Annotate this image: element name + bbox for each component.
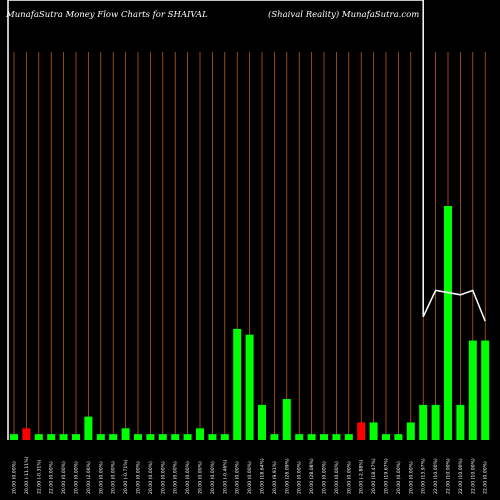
bar: [134, 434, 142, 440]
x-tick-label: 22.00 (-0.31%): [36, 459, 42, 494]
x-tick-label: 20.00 (0.00%): [74, 461, 80, 494]
x-tick-label: 20.00 (0.00%): [98, 461, 104, 494]
x-tick-label: 20.00 (-2.88%): [359, 459, 365, 494]
bar: [22, 428, 31, 440]
bar: [468, 340, 477, 440]
x-tick-label: 20.00 (19.67%): [384, 458, 390, 494]
x-tick-label: 20.00 (18.47%): [371, 458, 377, 494]
bar: [320, 434, 328, 440]
x-tick-label: 20.00 (0.00%): [408, 461, 414, 494]
bar: [245, 334, 254, 440]
x-tick-label: 20.00 (0.00%): [322, 461, 328, 494]
price-line: [7, 0, 486, 440]
bar: [109, 434, 118, 440]
bar: [171, 434, 180, 440]
x-tick-label: 20.00 (18.64%): [260, 458, 266, 494]
x-tick-label: 20.00 (9.91%): [272, 461, 278, 494]
bar: [84, 416, 93, 440]
grid-lines: [13, 52, 486, 440]
bar: [270, 434, 279, 440]
x-tick-label: 22.00 (0.00%): [49, 461, 55, 494]
x-tick-label: 22.00 (10.00%): [470, 458, 476, 494]
x-tick-label: 22.00 (10.00%): [433, 458, 439, 494]
bar: [258, 404, 266, 440]
bar: [96, 434, 105, 440]
bar: [220, 434, 229, 440]
x-tick-label: 20.00 (28.08%): [309, 458, 315, 494]
bar: [10, 434, 18, 440]
x-tick-label: 20.00 (0.00%): [247, 461, 253, 494]
x-tick-label: 20.00 (0.00%): [61, 461, 67, 494]
bar: [406, 422, 415, 440]
bar: [444, 206, 452, 440]
x-tick-label: 22.00 (10.00%): [458, 458, 464, 494]
bar: [419, 404, 428, 440]
x-tick-label: 22.00 (0.00%): [483, 461, 489, 494]
x-tick-label: 22.00 (10.00%): [446, 458, 452, 494]
x-tick-label: 20.00 (26.09%): [284, 458, 290, 494]
x-tick-label: 20.00 (-11.11%): [24, 456, 30, 494]
x-tick-label: 20.00 (0.00%): [396, 461, 402, 494]
bar: [59, 434, 68, 440]
bar: [481, 340, 490, 440]
bar: [72, 434, 80, 440]
x-tick-label: 20.00 (0.00%): [235, 461, 241, 494]
x-tick-label: 20.00 (-0.46%): [222, 459, 228, 494]
bar: [158, 434, 167, 440]
chart-title: MunafaSutra Money Flow Charts for SHAIVA…: [6, 10, 208, 20]
x-tick-label: 20.00 (0.00%): [12, 461, 18, 494]
x-tick-label: 20.00 (0.00%): [297, 461, 303, 494]
bar: [369, 422, 378, 440]
bar: [208, 434, 217, 440]
x-tick-label: 20.00 (0.00%): [173, 461, 179, 494]
bar: [47, 434, 56, 440]
x-tick-label: 20.00 (0.00%): [198, 461, 204, 494]
bar: [344, 434, 353, 440]
x-tick-label: 20.00 (-0.71%): [123, 459, 129, 494]
bar: [394, 434, 403, 440]
bar: [282, 399, 291, 440]
bar: [295, 434, 304, 440]
x-tick-label: 20.00 (2.06%): [86, 461, 92, 494]
x-tick-label: 20.00 (13.97%): [421, 458, 427, 494]
bar: [183, 434, 192, 440]
bar: [357, 422, 366, 440]
x-tick-label: 20.00 (0.00%): [346, 461, 352, 494]
x-tick-label: 20.00 (0.00%): [185, 461, 191, 494]
x-tick-label: 20.00 (0.00%): [136, 461, 142, 494]
bars: [10, 206, 490, 440]
x-tick-label: 20.00 (0.00%): [334, 461, 340, 494]
x-tick-label: 20.00 (0.00%): [210, 461, 216, 494]
bar: [332, 434, 341, 440]
bar: [34, 434, 43, 440]
bar: [307, 434, 316, 440]
x-tick-label: 20.00 (0.00%): [148, 461, 154, 494]
bar: [121, 428, 130, 440]
bar: [146, 434, 155, 440]
bar: [456, 404, 465, 440]
bar: [196, 428, 204, 440]
bar: [382, 434, 390, 440]
x-tick-label: 20.00 (0.00%): [111, 461, 117, 494]
chart-subtitle: (Shaival Reality) MunafaSutra.com: [268, 10, 420, 20]
x-tick-label: 20.00 (0.00%): [160, 461, 166, 494]
bar: [233, 328, 242, 440]
x-axis-labels: 20.00 (0.00%) 20.00 (-11.11%) 22.00 (-0.31…: [12, 456, 489, 494]
price-line-path: [8, 0, 486, 322]
bar: [431, 404, 440, 440]
